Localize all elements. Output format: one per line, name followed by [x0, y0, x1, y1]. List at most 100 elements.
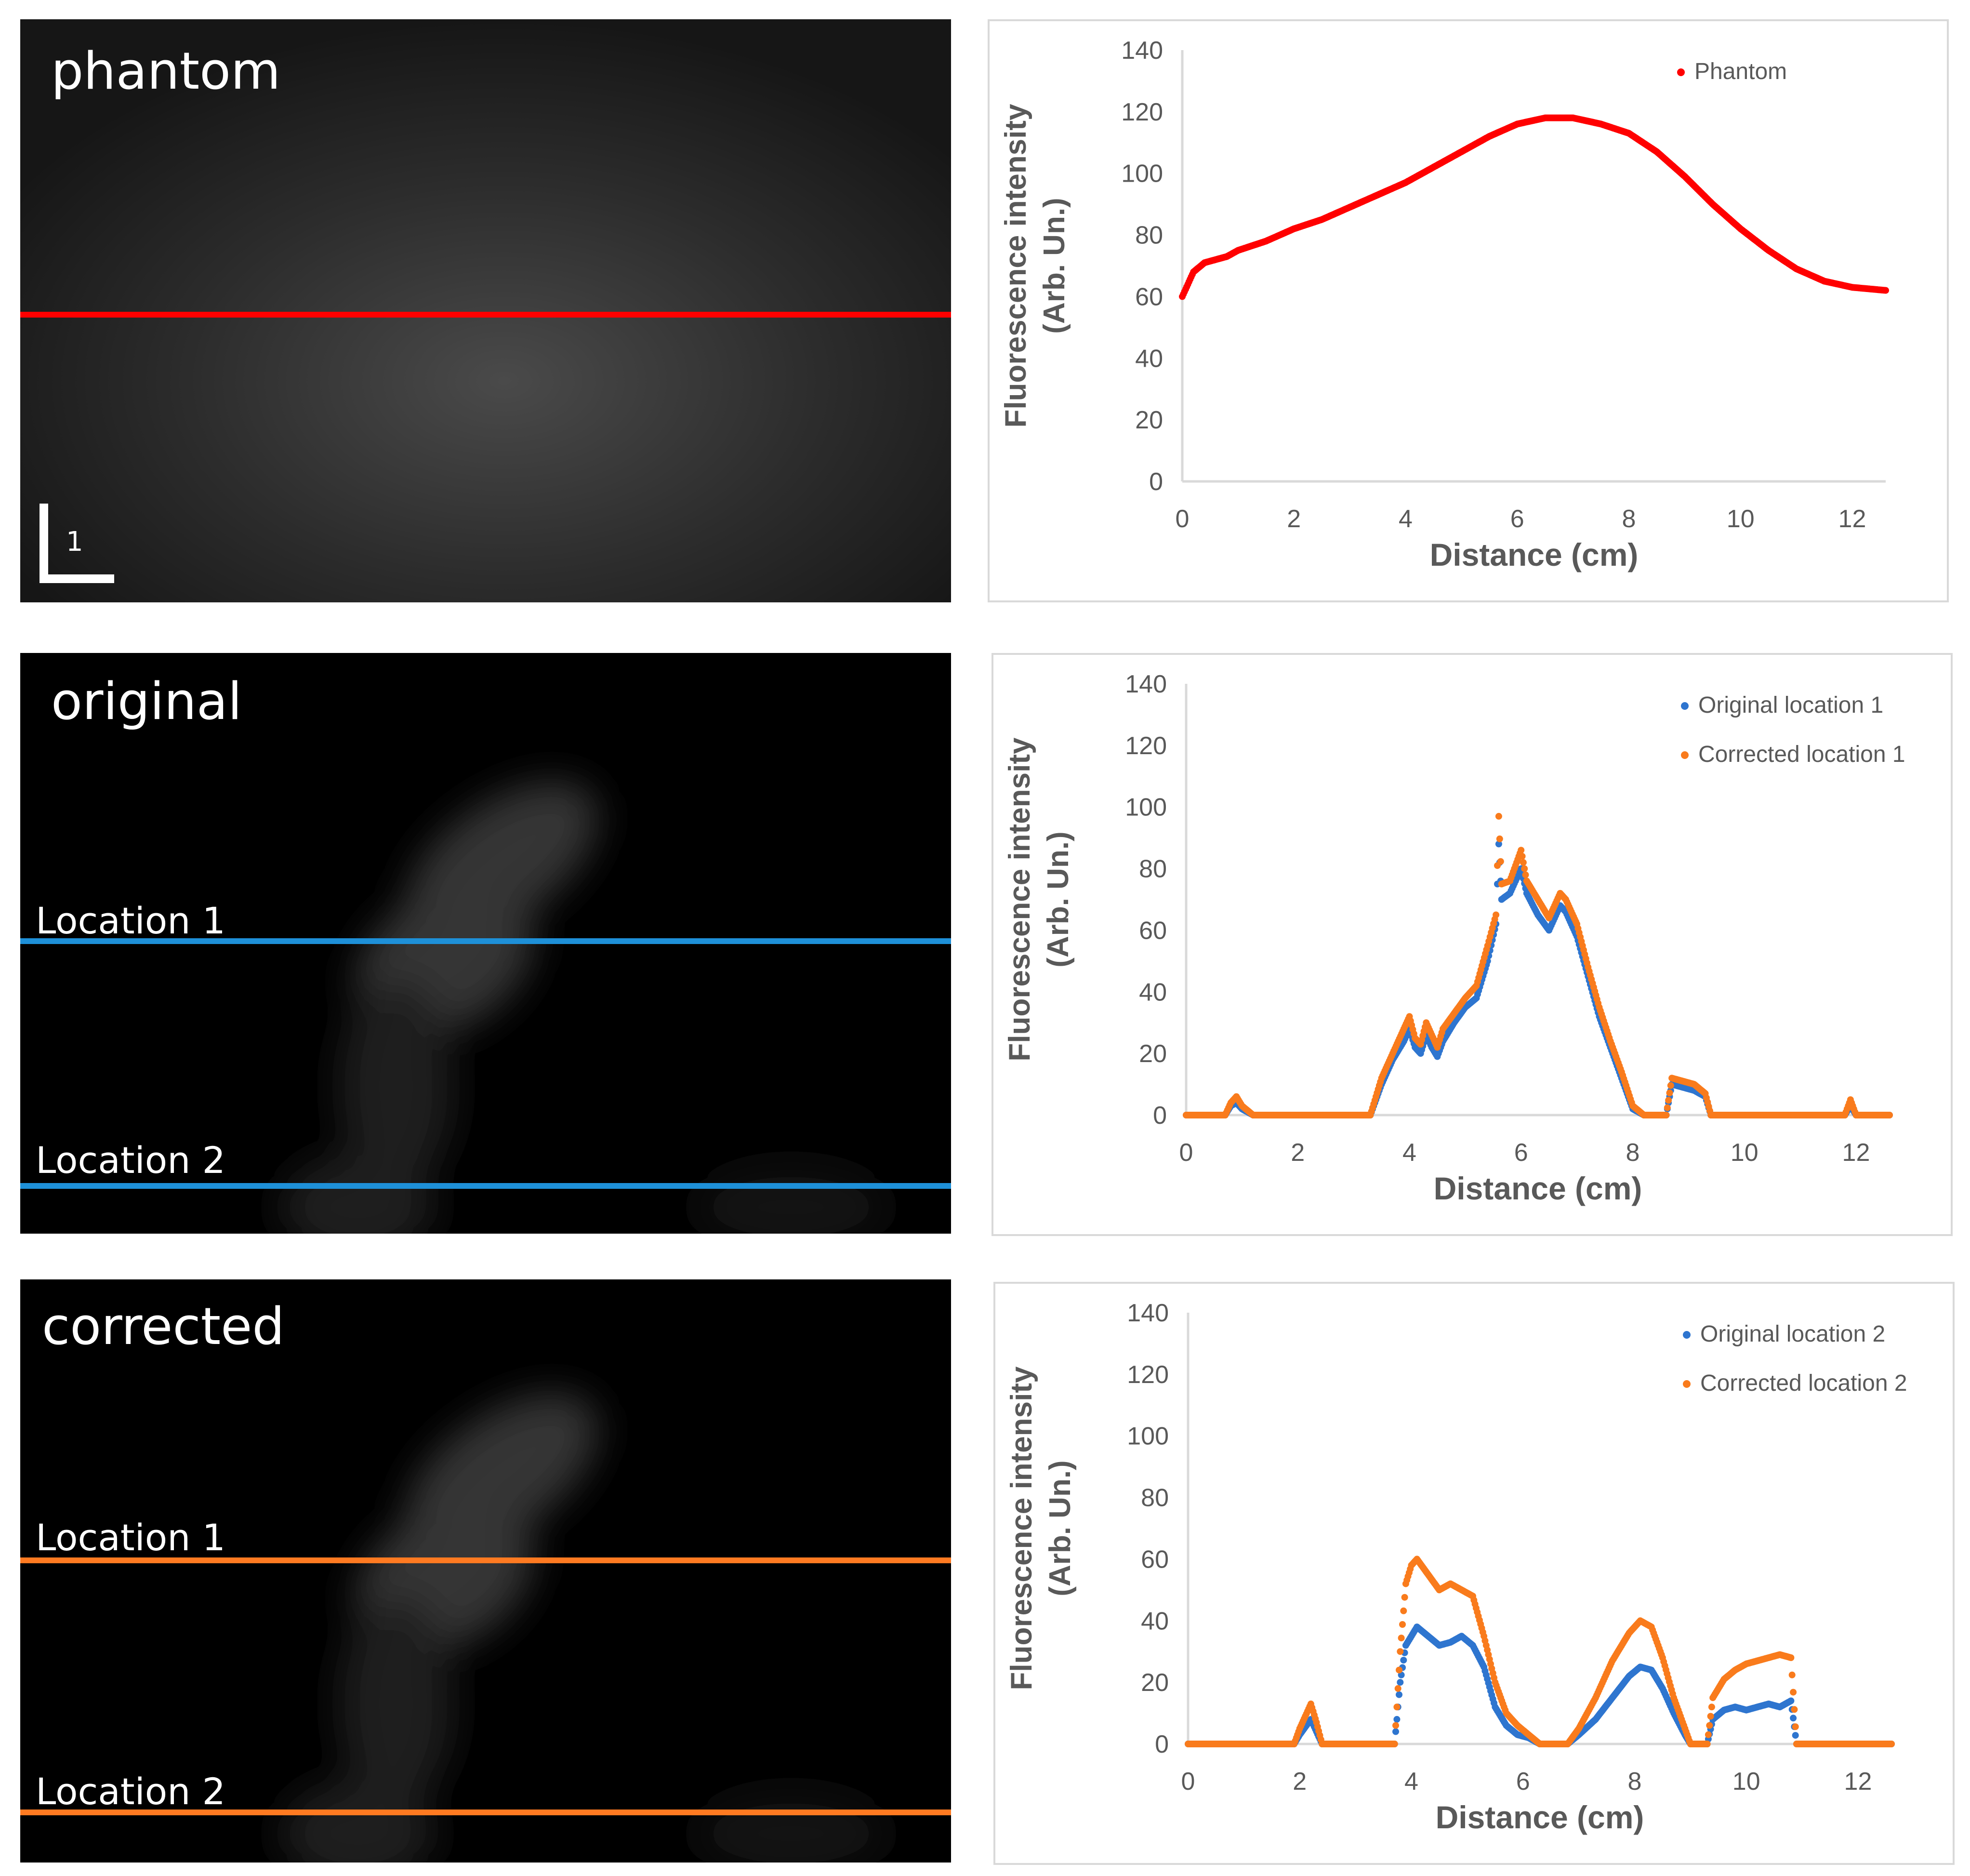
phantom-background — [20, 19, 951, 602]
location-1-profile-chart: 0 20 40 60 80 100 120 140 0 2 4 6 8 10 12 Distance (cm)… — [992, 653, 1953, 1236]
x-tick-label: 2 — [1287, 505, 1301, 533]
x-tick-label: 10 — [1732, 1768, 1760, 1796]
original-location-2-line — [20, 1183, 951, 1189]
y-tick-label: 80 — [1135, 222, 1163, 250]
y-tick-label: 40 — [1135, 345, 1163, 373]
x-tick-label: 10 — [1731, 1139, 1758, 1167]
y-tick-label: 120 — [1127, 1361, 1169, 1389]
data-point — [1393, 1703, 1401, 1711]
chart-svg-2: 0 20 40 60 80 100 120 140 0 2 4 6 8 10 12 Distance (cm)… — [1003, 670, 1905, 1206]
data-point — [1705, 1731, 1712, 1738]
data-point — [1400, 1607, 1407, 1614]
y-tick-label: 100 — [1121, 160, 1163, 188]
phantom-image-panel: phantom 1 — [20, 19, 951, 602]
data-point — [1391, 1741, 1398, 1747]
legend-label: Phantom — [1694, 59, 1787, 84]
x-tick-label: 2 — [1291, 1139, 1305, 1167]
phantom-profile-chart: 0 20 40 60 80 100 120 140 0 2 4 6 8 10 12 Distance (cm)… — [988, 19, 1949, 602]
data-point — [1787, 1654, 1795, 1661]
original-location-1-label: Location 1 — [36, 899, 225, 942]
x-axis-label: Distance (cm) — [1430, 537, 1639, 572]
x-tick-label: 6 — [1516, 1768, 1530, 1796]
x-axis-label: Distance (cm) — [1436, 1799, 1644, 1835]
original-tissue-image — [280, 781, 887, 1234]
legend-marker — [1681, 751, 1689, 759]
y-tick-label: 100 — [1125, 794, 1167, 822]
data-point — [1495, 812, 1502, 820]
y-axis-label-line2: (Arb. Un.) — [1038, 198, 1071, 333]
legend-label: Corrected location 2 — [1700, 1370, 1907, 1396]
series-original-location-1 — [1183, 840, 1893, 1118]
phantom-profile-line — [20, 312, 951, 318]
series-corrected-location-2 — [1185, 1556, 1895, 1747]
y-tick-label: 100 — [1127, 1423, 1169, 1450]
x-tick-label: 8 — [1628, 1768, 1642, 1796]
data-point — [1882, 287, 1889, 294]
data-point — [1392, 1722, 1399, 1729]
corrected-title: corrected — [42, 1297, 285, 1356]
data-point — [1496, 835, 1503, 842]
x-tick-label: 0 — [1179, 1139, 1193, 1167]
legend-marker — [1683, 1331, 1691, 1339]
series-phantom — [1179, 114, 1889, 300]
x-tick-label: 0 — [1181, 1768, 1195, 1796]
x-tick-label: 4 — [1399, 505, 1413, 533]
legend-marker — [1677, 68, 1685, 76]
data-point — [1396, 1691, 1402, 1698]
data-point — [1791, 1706, 1798, 1713]
x-tick-label: 6 — [1510, 505, 1524, 533]
data-point — [1401, 1594, 1408, 1601]
y-tick-label: 20 — [1141, 1669, 1169, 1697]
data-point — [1706, 1722, 1713, 1729]
series-original-location-2 — [1185, 1623, 1895, 1747]
y-tick-label: 0 — [1149, 468, 1163, 496]
y-tick-label: 120 — [1125, 732, 1167, 760]
data-point — [1663, 1112, 1670, 1118]
data-point — [1399, 1621, 1406, 1628]
y-tick-label: 0 — [1155, 1730, 1169, 1758]
y-tick-label: 140 — [1121, 37, 1163, 65]
scale-bar-label: 1 — [66, 526, 83, 558]
data-point — [1393, 1716, 1401, 1723]
data-point — [1392, 1728, 1399, 1735]
y-axis-label-line1: Fluorescence intensity — [1003, 737, 1036, 1061]
series-corrected-location-1 — [1183, 812, 1893, 1118]
original-location-1-line — [20, 938, 951, 944]
data-point — [1522, 871, 1529, 878]
y-tick-label: 20 — [1139, 1040, 1167, 1068]
data-point — [1787, 1697, 1795, 1704]
chart-svg-3: 0 20 40 60 80 100 120 140 0 2 4 6 8 10 12 Distance (cm)… — [1005, 1299, 1907, 1835]
y-tick-label: 20 — [1135, 406, 1163, 434]
y-axis-label-line1: Fluorescence intensity — [999, 104, 1032, 427]
data-point — [1790, 1689, 1797, 1696]
x-tick-label: 8 — [1626, 1139, 1640, 1167]
y-tick-label: 60 — [1135, 283, 1163, 311]
y-tick-label: 0 — [1153, 1102, 1167, 1130]
y-tick-label: 60 — [1141, 1545, 1169, 1573]
original-image-panel: original Location 1 Location 2 — [20, 653, 951, 1234]
corrected-location-2-line — [20, 1809, 951, 1815]
legend-marker — [1681, 702, 1689, 710]
data-point — [1394, 1685, 1401, 1692]
x-tick-label: 2 — [1293, 1768, 1307, 1796]
corrected-location-1-line — [20, 1557, 951, 1563]
data-point — [1666, 1090, 1673, 1096]
x-tick-label: 4 — [1402, 1139, 1416, 1167]
y-tick-label: 80 — [1139, 855, 1167, 883]
x-tick-label: 12 — [1844, 1768, 1872, 1796]
corrected-tissue-image — [280, 1393, 887, 1863]
data-point — [1886, 1112, 1893, 1118]
original-location-2-label: Location 2 — [36, 1139, 225, 1182]
corrected-location-1-label: Location 1 — [36, 1516, 225, 1559]
data-point — [1665, 1097, 1672, 1104]
y-tick-label: 140 — [1127, 1299, 1169, 1327]
location-2-profile-chart: 0 20 40 60 80 100 120 140 0 2 4 6 8 10 12 Distance (cm)… — [993, 1282, 1955, 1865]
data-point — [1495, 840, 1502, 848]
data-point — [1788, 1671, 1796, 1678]
data-point — [1400, 1657, 1407, 1664]
data-point — [1664, 1104, 1671, 1111]
corrected-location-2-label: Location 2 — [36, 1770, 225, 1813]
data-point — [1493, 911, 1500, 918]
x-tick-label: 4 — [1404, 1768, 1418, 1796]
y-axis-label-line2: (Arb. Un.) — [1042, 831, 1075, 967]
